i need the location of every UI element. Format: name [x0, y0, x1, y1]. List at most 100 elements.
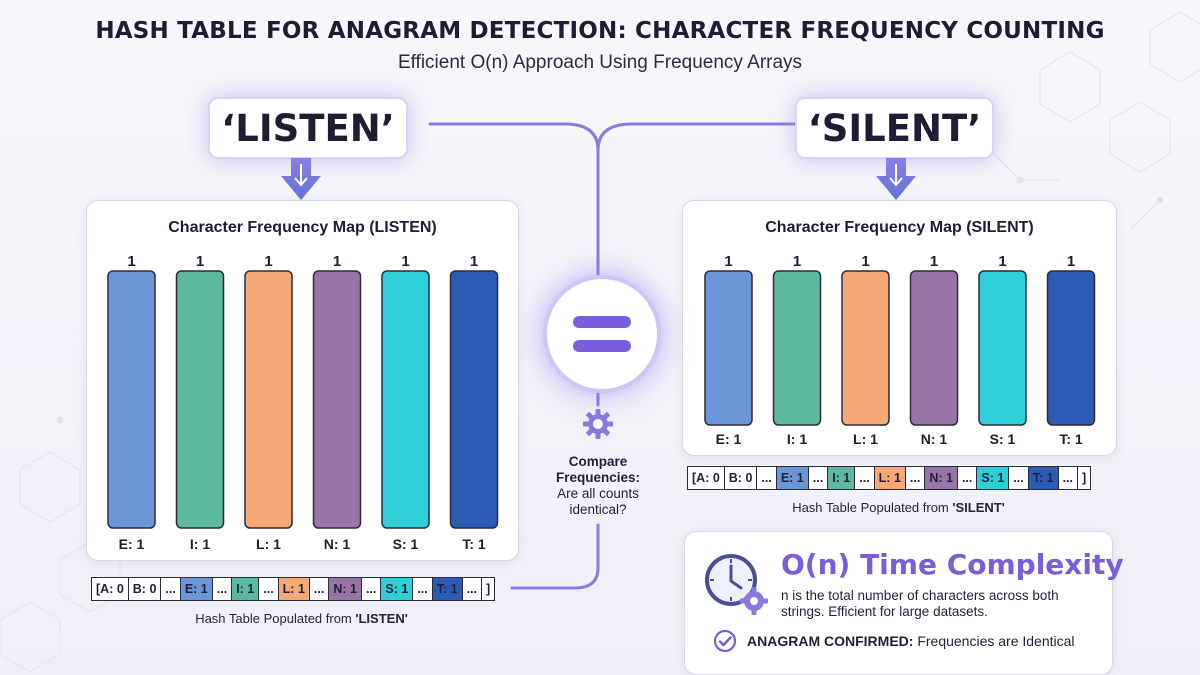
hash-cell: L: 1 — [278, 578, 310, 600]
complexity-title: O(n) Time Complexity — [781, 548, 1124, 581]
bar-value-label: 1 — [861, 253, 869, 270]
listen-bar-chart: 1 E: 1 1 I: 1 1 L: 1 1 N: 1 1 S: 1 1 T: 1 — [107, 253, 499, 552]
hash-cell: ... — [1009, 467, 1029, 489]
word-silent-box: ‘SILENT’ — [795, 97, 994, 159]
bar-4 — [381, 270, 430, 529]
listen-hash-caption: Hash Table Populated from 'LISTEN' — [86, 611, 517, 626]
confirm-text: Frequencies are Identical — [913, 633, 1075, 649]
bar-4 — [978, 270, 1027, 426]
bar-value-label: 1 — [724, 253, 732, 270]
hash-cell: N: 1 — [925, 467, 958, 489]
hash-cell: T: 1 — [432, 578, 463, 600]
bar-value-label: 1 — [1067, 253, 1075, 270]
compare-line2: Frequencies: — [555, 470, 641, 485]
hash-cell: ... — [362, 578, 382, 600]
bar-category-label: S: 1 — [393, 536, 419, 552]
hash-cell: ... — [1059, 467, 1078, 489]
bar-1 — [772, 270, 822, 426]
bar-1 — [175, 270, 225, 529]
silent-hash-caption: Hash Table Populated from 'SILENT' — [682, 500, 1115, 515]
connector-lines — [428, 122, 797, 590]
bar-5 — [1046, 270, 1096, 426]
hash-cell: L: 1 — [874, 467, 906, 489]
bar-value-label: 1 — [998, 253, 1006, 270]
confirm-label: ANAGRAM CONFIRMED: — [747, 633, 914, 649]
bar-value-label: 1 — [793, 253, 801, 270]
listen-hash-table: [A: 0 B: 0... E: 1... I: 1... L: 1... N: 1...… — [91, 577, 496, 601]
silent-hash-table: [A: 0 B: 0... E: 1... I: 1... L: 1... N: 1...… — [687, 466, 1092, 490]
word-listen-box: ‘LISTEN’ — [208, 97, 408, 159]
bar-value-label: 1 — [930, 253, 938, 270]
bar-category-label: N: 1 — [921, 431, 948, 447]
bar-value-label: 1 — [470, 253, 478, 270]
bar-category-label: T: 1 — [462, 536, 486, 552]
hash-cell: ] — [486, 582, 491, 596]
hash-cell: B: 0 — [725, 467, 758, 489]
hash-cell: ... — [958, 467, 978, 489]
bar-value-label: 1 — [127, 253, 135, 270]
hash-cell: E: 1 — [180, 578, 213, 600]
hash-cell: ... — [809, 467, 829, 489]
hash-cell: ... — [855, 467, 875, 489]
bar-category-label: N: 1 — [324, 536, 351, 552]
bar-value-label: 1 — [401, 253, 409, 270]
hash-cell: ... — [310, 578, 330, 600]
bar-0 — [107, 270, 156, 529]
bar-2 — [841, 270, 890, 426]
hash-cell: [A: 0 — [688, 467, 725, 489]
gear-icon — [583, 409, 613, 439]
hash-cell: B: 0 — [129, 578, 162, 600]
hash-cell: E: 1 — [776, 467, 809, 489]
down-arrow-icon — [281, 158, 321, 200]
compare-line1: Compare — [568, 454, 628, 469]
complexity-description: n is the total number of characters acro… — [781, 588, 1059, 619]
caption-source: 'LISTEN' — [355, 611, 408, 626]
bar-0 — [704, 270, 753, 426]
listen-frequency-panel: Character Frequency Map (LISTEN) 1 E: 1 1 I… — [86, 200, 519, 561]
clock-gear-icon — [705, 554, 768, 615]
hash-cell: ... — [413, 578, 433, 600]
page-title: HASH TABLE FOR ANAGRAM DETECTION: CHARAC… — [95, 18, 1105, 44]
bar-category-label: L: 1 — [853, 431, 878, 447]
silent-frequency-panel: Character Frequency Map (SILENT) 1 E: 1 1 I… — [682, 200, 1117, 456]
compare-frequencies-text: Compare Frequencies: Are all counts iden… — [536, 454, 660, 518]
caption-source: 'SILENT' — [952, 500, 1005, 515]
bar-value-label: 1 — [196, 253, 204, 270]
hash-cell: I: 1 — [828, 467, 856, 489]
anagram-confirmed-text: ANAGRAM CONFIRMED: Frequencies are Ident… — [747, 633, 1075, 649]
bar-category-label: I: 1 — [787, 431, 807, 447]
bar-category-label: I: 1 — [190, 536, 210, 552]
bar-5 — [449, 270, 499, 529]
hash-cell: S: 1 — [381, 578, 414, 600]
bar-3 — [909, 270, 959, 426]
bar-value-label: 1 — [333, 253, 341, 270]
hash-cell: [A: 0 — [92, 578, 129, 600]
hash-cell: ... — [463, 578, 482, 600]
bar-category-label: E: 1 — [716, 431, 742, 447]
bar-category-label: E: 1 — [119, 536, 145, 552]
complexity-info-box: O(n) Time Complexity n is the total numb… — [684, 531, 1124, 675]
hash-cell: N: 1 — [329, 578, 362, 600]
check-circle-icon — [713, 629, 737, 653]
page-subtitle: Efficient O(n) Approach Using Frequency … — [397, 52, 803, 73]
bar-category-label: S: 1 — [990, 431, 1016, 447]
hash-cell: I: 1 — [232, 578, 260, 600]
hash-cell: ... — [757, 467, 777, 489]
silent-bar-chart: 1 E: 1 1 I: 1 1 L: 1 1 N: 1 1 S: 1 1 T: 1 — [704, 253, 1096, 447]
hash-cell: T: 1 — [1028, 467, 1059, 489]
listen-map-title: Character Frequency Map (LISTEN) — [168, 219, 437, 236]
compare-line3: Are all counts — [557, 486, 639, 501]
caption-prefix: Hash Table Populated from — [792, 500, 953, 515]
hash-cell: S: 1 — [977, 467, 1010, 489]
equals-icon — [543, 275, 661, 393]
down-arrow-icon — [876, 158, 916, 200]
hash-cell: ... — [213, 578, 233, 600]
hash-cell: ... — [906, 467, 926, 489]
hash-cell: ... — [259, 578, 279, 600]
hash-cell: ] — [1082, 471, 1087, 485]
bar-category-label: L: 1 — [256, 536, 281, 552]
silent-map-title: Character Frequency Map (SILENT) — [765, 219, 1034, 236]
compare-line4: identical? — [569, 502, 627, 517]
hash-cell: ... — [161, 578, 181, 600]
